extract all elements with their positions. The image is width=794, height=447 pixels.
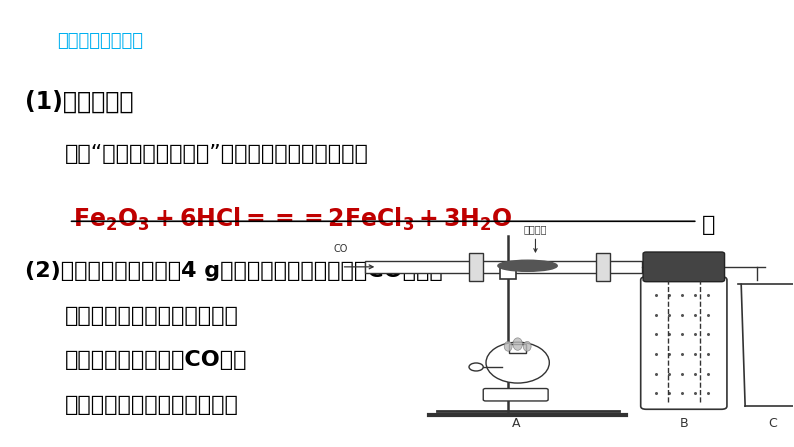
- Text: (1)定性实验：: (1)定性实验：: [25, 90, 133, 114]
- Bar: [469, 253, 484, 281]
- Text: 停止加热，继续通入CO至装: 停止加热，继续通入CO至装: [64, 350, 247, 370]
- Ellipse shape: [498, 260, 557, 271]
- Text: C: C: [769, 417, 777, 430]
- Ellipse shape: [523, 342, 531, 351]
- Text: A: A: [511, 417, 520, 430]
- Text: 再用酒精喷灯加热一段时间，: 再用酒精喷灯加热一段时间，: [64, 306, 238, 326]
- Bar: [509, 344, 526, 353]
- Text: 。: 。: [702, 215, 715, 235]
- Text: B: B: [680, 417, 688, 430]
- Circle shape: [469, 363, 484, 371]
- Text: 置冷却。实验装置如图所示：: 置冷却。实验装置如图所示：: [64, 395, 238, 414]
- Text: 红色粉末: 红色粉末: [524, 224, 547, 234]
- Ellipse shape: [513, 338, 522, 350]
- FancyBboxPatch shape: [484, 388, 548, 401]
- Bar: [500, 268, 515, 279]
- Text: 写出“红色粉末全部消失”发生反应的化学方程式：: 写出“红色粉末全部消失”发生反应的化学方程式：: [64, 143, 368, 164]
- Bar: [365, 261, 642, 273]
- FancyBboxPatch shape: [643, 252, 725, 282]
- Text: 期末高频考点专训: 期末高频考点专训: [57, 33, 143, 51]
- FancyBboxPatch shape: [641, 277, 727, 409]
- Text: $\mathbf{Fe_2O_3+6HCl===2FeCl_3+3H_2O}$: $\mathbf{Fe_2O_3+6HCl===2FeCl_3+3H_2O}$: [72, 206, 512, 233]
- Text: (2)定量实验：取该粉末4 g放入硬质玻璃管中，先通CO，然后: (2)定量实验：取该粉末4 g放入硬质玻璃管中，先通CO，然后: [25, 261, 443, 281]
- Ellipse shape: [504, 342, 512, 351]
- Bar: [596, 253, 610, 281]
- Ellipse shape: [486, 342, 549, 383]
- Text: CO: CO: [333, 245, 348, 254]
